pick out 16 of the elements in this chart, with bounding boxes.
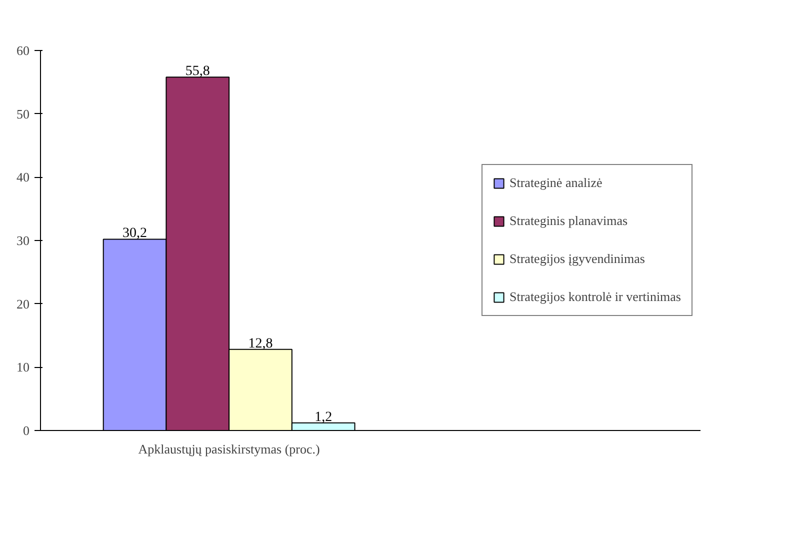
data-label: 55,8 (185, 64, 210, 80)
y-tick-label: 50 (16, 106, 30, 122)
data-label: 30,2 (122, 226, 148, 242)
y-tick-label: 10 (16, 360, 30, 375)
legend-label: Strategijos įgyvendinimas (510, 251, 645, 267)
y-tick-label: 30 (16, 233, 30, 248)
legend-label: Strateginis planavimas (510, 213, 628, 229)
y-tick-label: 20 (16, 296, 30, 312)
data-label: 1,2 (314, 410, 332, 425)
y-tick-label: 60 (16, 43, 30, 58)
y-tick-label: 0 (23, 423, 30, 438)
legend-label: Strateginė analizė (510, 175, 604, 191)
y-tick-label: 40 (16, 170, 30, 185)
legend-label: Strategijos kontrolė ir vertinimas (510, 289, 681, 305)
data-label: 12,8 (248, 336, 273, 352)
x-tick-label: Apklaustųjų pasiskirstymas (proc.) (138, 442, 320, 456)
